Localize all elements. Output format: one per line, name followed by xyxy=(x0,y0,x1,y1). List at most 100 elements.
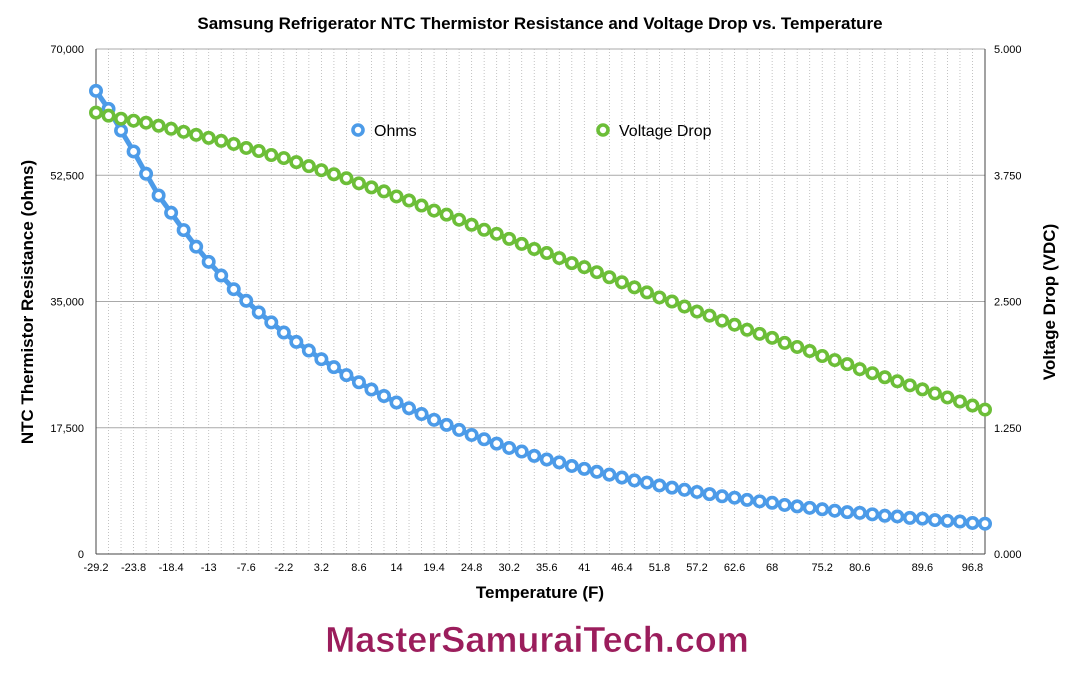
y-left-tick-label: 17,500 xyxy=(50,423,84,435)
legend-label-voltage-drop: Voltage Drop xyxy=(619,123,712,140)
y-right-tick-label: 0.000 xyxy=(994,549,1022,561)
y-left-tick-label: 0 xyxy=(78,549,84,561)
voltage-drop-point xyxy=(552,251,567,266)
y-right-tick-label: 5.000 xyxy=(994,44,1022,56)
voltage-drop-point xyxy=(289,155,304,170)
ohms-point xyxy=(927,513,942,528)
voltage-drop-point xyxy=(652,290,667,305)
y-left-tick-label: 35,000 xyxy=(50,297,84,309)
ohms-point xyxy=(464,427,479,442)
voltage-drop-point xyxy=(877,370,892,385)
voltage-drop-point xyxy=(952,394,967,409)
voltage-drop-point xyxy=(677,299,692,314)
ohms-point xyxy=(226,282,241,297)
voltage-drop-point xyxy=(201,130,216,145)
brand-watermark: MasterSamuraiTech.com xyxy=(325,619,749,660)
ohms-point xyxy=(815,502,830,517)
x-tick-label: -2.2 xyxy=(274,562,293,574)
ohms-point xyxy=(802,500,817,515)
ohms-point xyxy=(765,495,780,510)
ohms-point xyxy=(790,499,805,514)
chart-title: Samsung Refrigerator NTC Thermistor Resi… xyxy=(197,14,882,33)
voltage-drop-point xyxy=(351,176,366,191)
voltage-drop-point xyxy=(715,313,730,328)
ohms-point xyxy=(389,395,404,410)
ohms-point xyxy=(977,516,992,531)
voltage-drop-point xyxy=(927,386,942,401)
ohms-point xyxy=(489,436,504,451)
x-tick-label: 3.2 xyxy=(314,562,329,574)
x-axis-title: Temperature (F) xyxy=(476,583,604,602)
y-left-tick-label: 52,500 xyxy=(50,170,84,182)
ohms-point xyxy=(940,513,955,528)
x-tick-label: 41 xyxy=(578,562,590,574)
ohms-point xyxy=(727,490,742,505)
voltage-drop-point xyxy=(226,136,241,151)
voltage-drop-point xyxy=(639,285,654,300)
ohms-point xyxy=(414,407,429,422)
grid xyxy=(96,48,986,554)
y-right-tick-label: 2.500 xyxy=(994,297,1022,309)
voltage-drop-point xyxy=(752,326,767,341)
x-tick-label: 96.8 xyxy=(962,562,983,574)
ohms-point xyxy=(752,494,767,509)
ohms-point xyxy=(326,360,341,375)
x-tick-label: 30.2 xyxy=(498,562,519,574)
ohms-point xyxy=(715,489,730,504)
voltage-drop-point xyxy=(802,343,817,358)
legend-marker-ohms xyxy=(351,123,365,137)
voltage-drop-point xyxy=(264,148,279,163)
ohms-point xyxy=(652,478,667,493)
voltage-drop-point xyxy=(477,222,492,237)
x-tick-label: 62.6 xyxy=(724,562,745,574)
ohms-point xyxy=(639,475,654,490)
voltage-drop-point xyxy=(376,184,391,199)
voltage-drop-point xyxy=(151,118,166,133)
voltage-drop-point xyxy=(527,241,542,256)
series xyxy=(89,83,992,531)
ohms-point xyxy=(840,505,855,520)
voltage-drop-point xyxy=(702,308,717,323)
voltage-drop-point xyxy=(690,304,705,319)
ohms-point xyxy=(376,389,391,404)
voltage-drop-point xyxy=(239,140,254,155)
x-tick-label: 89.6 xyxy=(912,562,933,574)
x-tick-label: 80.6 xyxy=(849,562,870,574)
voltage-drop-point xyxy=(189,127,204,142)
x-tick-label: 19.4 xyxy=(423,562,444,574)
voltage-drop-point xyxy=(389,189,404,204)
voltage-drop-point xyxy=(301,159,316,174)
x-tick-label: -13 xyxy=(201,562,217,574)
voltage-drop-point xyxy=(915,382,930,397)
voltage-drop-point xyxy=(176,124,191,139)
ohms-point xyxy=(439,417,454,432)
voltage-drop-point xyxy=(314,163,329,178)
ohms-point xyxy=(452,422,467,437)
voltage-drop-point xyxy=(602,270,617,285)
ohms-point xyxy=(890,509,905,524)
ohms-point xyxy=(314,352,329,367)
ohms-point xyxy=(677,482,692,497)
x-tick-label: 46.4 xyxy=(611,562,632,574)
voltage-drop-point xyxy=(364,180,379,195)
ohms-point xyxy=(690,484,705,499)
voltage-drop-point xyxy=(89,105,104,120)
voltage-drop-point xyxy=(489,226,504,241)
voltage-drop-point xyxy=(664,294,679,309)
ohms-point xyxy=(865,507,880,522)
ohms-point xyxy=(589,464,604,479)
voltage-drop-point xyxy=(727,317,742,332)
voltage-drop-point xyxy=(276,151,291,166)
x-tick-label: -29.2 xyxy=(83,562,108,574)
voltage-drop-point xyxy=(865,366,880,381)
voltage-drop-point xyxy=(940,390,955,405)
x-tick-label: 57.2 xyxy=(686,562,707,574)
ohms-point xyxy=(915,511,930,526)
ohms-point xyxy=(264,315,279,330)
ohms-point xyxy=(627,473,642,488)
voltage-drop-point xyxy=(564,256,579,271)
voltage-drop-point xyxy=(452,212,467,227)
voltage-drop-point xyxy=(589,265,604,280)
voltage-drop-point xyxy=(514,236,529,251)
ohms-point xyxy=(427,412,442,427)
